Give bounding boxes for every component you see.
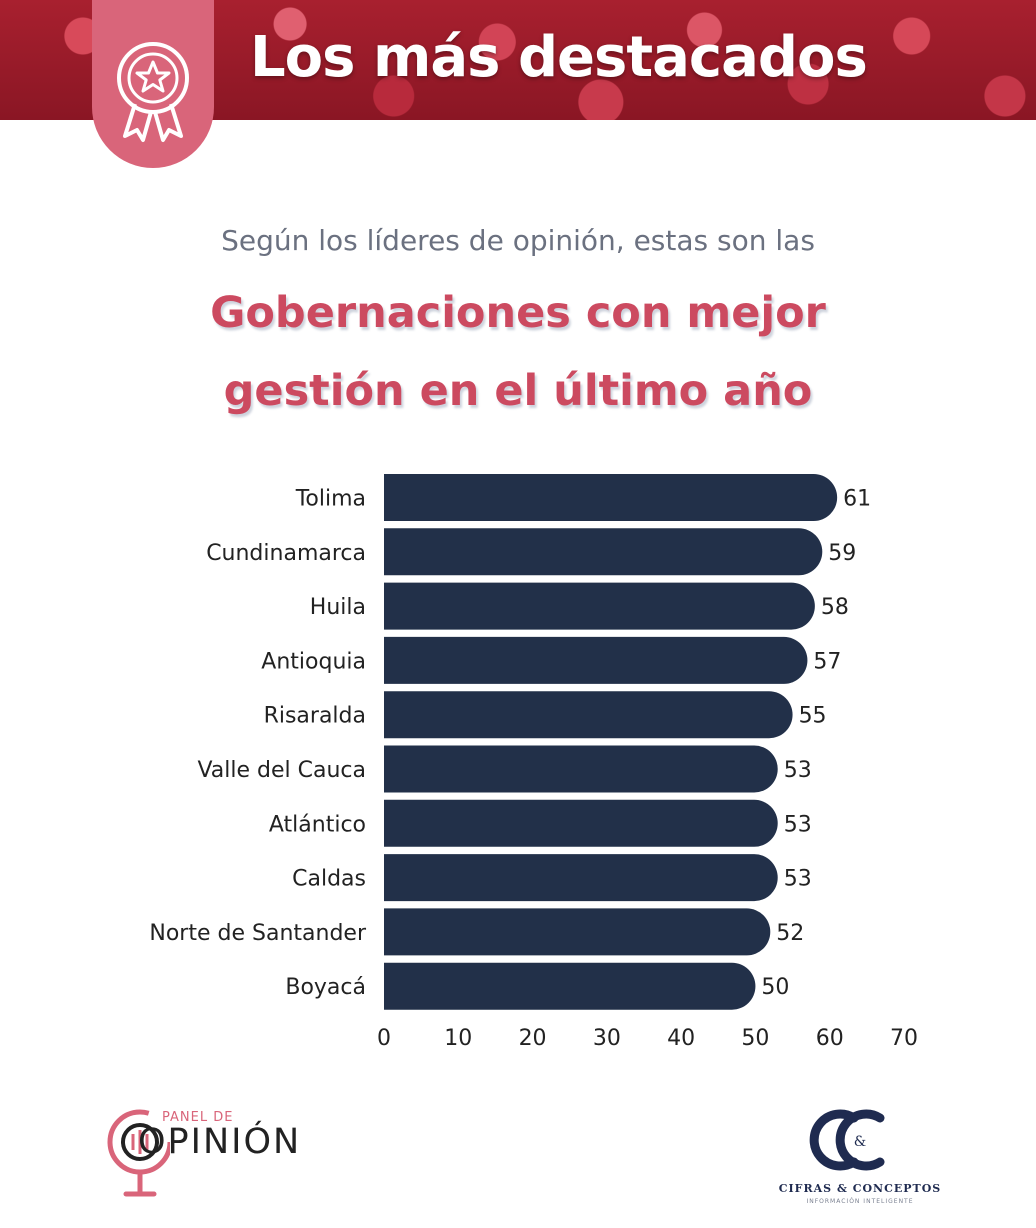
x-tick-label: 40 [667, 1026, 695, 1051]
cc-mark: & [854, 1134, 866, 1150]
category-label: Caldas [292, 867, 366, 892]
data-label: 55 [799, 704, 827, 729]
category-label: Antioquia [261, 649, 366, 674]
x-tick-label: 60 [816, 1026, 844, 1051]
headline-line-2: gestión en el último año [223, 366, 813, 416]
x-tick-label: 20 [519, 1026, 547, 1051]
category-label: Boyacá [285, 975, 366, 1000]
category-label: Norte de Santander [149, 921, 367, 946]
bar [384, 962, 756, 1010]
category-label: Cundinamarca [206, 541, 366, 566]
x-tick-label: 50 [741, 1026, 769, 1051]
data-label: 59 [828, 541, 856, 566]
panel-logo-big-text: OPINIÓN [138, 1122, 302, 1162]
intro-text: Según los líderes de opinión, estas son … [221, 224, 815, 257]
cc-name: CIFRAS & CONCEPTOS [778, 1182, 942, 1195]
headline: Gobernaciones con mejor gestión en el úl… [0, 274, 1036, 430]
bar [384, 528, 823, 576]
bar [384, 854, 778, 902]
cifras-conceptos-logo: & CIFRAS & CONCEPTOS INFORMACIÓN INTELIG… [770, 1100, 950, 1210]
category-label: Valle del Cauca [197, 758, 366, 783]
data-label: 58 [821, 595, 849, 620]
cc-monogram-icon: & [809, 1109, 885, 1171]
data-label: 53 [784, 758, 812, 783]
bar [384, 474, 838, 521]
award-badge [92, 0, 214, 168]
data-label: 53 [784, 812, 812, 837]
x-tick-label: 0 [377, 1026, 391, 1051]
bar [384, 582, 815, 630]
bar [384, 799, 778, 847]
category-label: Atlántico [269, 812, 366, 837]
bar [384, 691, 793, 739]
x-tick-label: 10 [444, 1026, 472, 1051]
category-label: Huila [310, 595, 366, 620]
microphone-icon [107, 1109, 170, 1197]
banner-title: Los más destacados [250, 25, 868, 90]
x-tick-label: 30 [593, 1026, 621, 1051]
bar [384, 745, 778, 793]
panel-logo-small-text: PANEL DE [162, 1110, 234, 1125]
category-label: Tolima [295, 487, 366, 512]
bar [384, 636, 808, 684]
x-tick-label: 70 [890, 1026, 918, 1051]
panel-de-opinion-logo: PANEL DE OPINIÓN [100, 1100, 340, 1210]
data-label: 61 [843, 487, 871, 512]
bar [384, 908, 771, 956]
bar-chart: Tolima 61 Cundinamarca 59 Huila 58 Antioquia 57… [149, 474, 918, 1051]
data-label: 53 [784, 867, 812, 892]
ribbon-star-icon [117, 42, 189, 142]
category-label: Risaralda [264, 704, 366, 729]
data-label: 57 [813, 649, 841, 674]
data-label: 52 [776, 921, 804, 946]
cc-tagline: INFORMACIÓN INTELIGENTE [806, 1198, 914, 1205]
data-label: 50 [761, 975, 789, 1000]
headline-line-1: Gobernaciones con mejor [210, 288, 826, 338]
